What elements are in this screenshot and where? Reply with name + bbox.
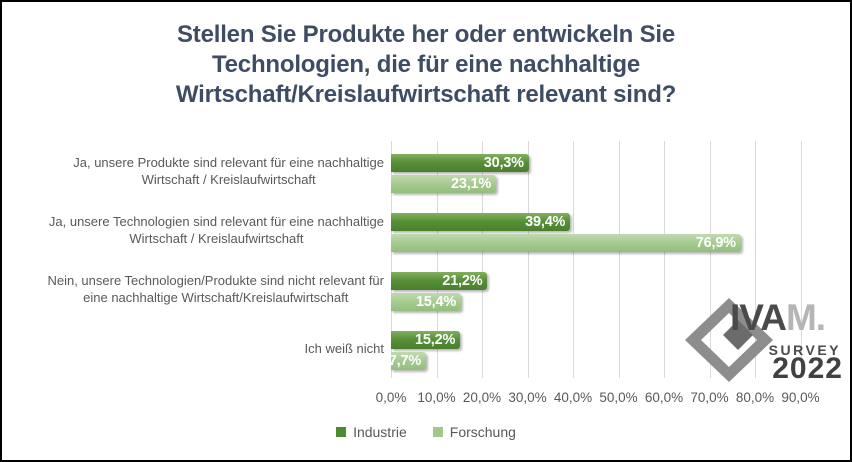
x-tick-label: 80,0% bbox=[735, 390, 775, 405]
title-line: Stellen Sie Produkte her oder entwickeln… bbox=[176, 21, 676, 48]
bar-value-label: 39,4% bbox=[525, 213, 566, 230]
x-tick-label: 20,0% bbox=[462, 390, 502, 405]
title-line: Technologien, die für eine nachhaltige bbox=[211, 51, 640, 78]
category-label-text: Ja, unsere Produkte sind relevant für ei… bbox=[73, 154, 384, 187]
bar-value-label: 15,4% bbox=[415, 294, 457, 310]
bar-industrie: 39,4% bbox=[391, 212, 571, 231]
gridline bbox=[755, 141, 756, 378]
legend-swatch bbox=[336, 427, 347, 437]
legend-label: Industrie bbox=[353, 424, 407, 440]
bar-value-label: 15,2% bbox=[415, 332, 456, 349]
category-label: Nein, unsere Technologien/Produkte sind … bbox=[2, 260, 384, 319]
category-label-text: Nein, unsere Technologien/Produkte sind … bbox=[47, 273, 384, 306]
gridline bbox=[618, 141, 620, 378]
category-label-text: Ja, unsere Technologien sind relevant fü… bbox=[48, 213, 384, 246]
bar-value-label: 7,7% bbox=[388, 353, 422, 370]
legend-label: Forschung bbox=[449, 424, 516, 440]
gridline bbox=[391, 141, 392, 378]
gridline bbox=[573, 141, 574, 378]
x-tick-label: 0,0% bbox=[375, 390, 407, 405]
logo-year-text: 2022 bbox=[772, 352, 843, 385]
logo-survey-text: SURVEY bbox=[768, 342, 841, 358]
gridline bbox=[709, 141, 711, 378]
x-tick-label: 30,0% bbox=[508, 390, 547, 405]
gridline bbox=[527, 141, 529, 378]
category-label-text: Ich weiß nicht bbox=[304, 340, 384, 356]
x-tick-label: 70,0% bbox=[690, 390, 729, 405]
x-tick-label: 10,0% bbox=[417, 390, 456, 405]
x-tick-label: 40,0% bbox=[553, 390, 593, 405]
legend-swatch bbox=[432, 427, 443, 437]
bar-forschung: 23,1% bbox=[391, 174, 497, 193]
gridline bbox=[482, 141, 483, 378]
x-tick-label: 90,0% bbox=[781, 390, 820, 405]
bar-value-label: 23,1% bbox=[450, 175, 492, 192]
category-label: Ja, unsere Produkte sind relevant für ei… bbox=[2, 141, 384, 200]
title-line: Wirtschaft/Kreislaufwirtschaft relevant … bbox=[175, 81, 677, 108]
bar-forschung: 76,9% bbox=[391, 233, 741, 252]
gridline bbox=[800, 141, 802, 378]
ivam-survey-logo: IVAM. SURVEY 2022 bbox=[683, 294, 843, 386]
bar-industrie: 21,2% bbox=[391, 272, 488, 290]
logo-wordmark: IVAM. bbox=[730, 297, 826, 338]
bar-value-label: 30,3% bbox=[483, 154, 524, 171]
x-tick-label: 50,0% bbox=[599, 390, 638, 405]
legend: Industrie Forschung bbox=[2, 424, 850, 440]
chart-title: Stellen Sie Produkte her oder entwickeln… bbox=[2, 20, 850, 110]
legend-item-forschung: Forschung bbox=[432, 424, 516, 440]
bar-value-label: 21,2% bbox=[442, 273, 483, 289]
category-label: Ja, unsere Technologien sind relevant fü… bbox=[2, 200, 384, 259]
category-label: Ich weiß nicht bbox=[2, 319, 384, 378]
bar-forschung: 15,4% bbox=[391, 293, 462, 311]
gridline bbox=[436, 141, 438, 378]
gridline bbox=[664, 141, 665, 378]
legend-item-industrie: Industrie bbox=[336, 424, 407, 440]
logo-iva-text: IVA bbox=[730, 297, 787, 338]
bar-value-label: 76,9% bbox=[695, 234, 736, 251]
bar-industrie: 15,2% bbox=[391, 331, 461, 350]
logo-m-dot-text: M. bbox=[785, 297, 826, 338]
bar-industrie: 30,3% bbox=[391, 153, 529, 172]
bar-forschung: 7,7% bbox=[388, 352, 427, 371]
x-tick-label: 60,0% bbox=[644, 390, 684, 405]
ivam-diamond-icon bbox=[685, 298, 773, 382]
